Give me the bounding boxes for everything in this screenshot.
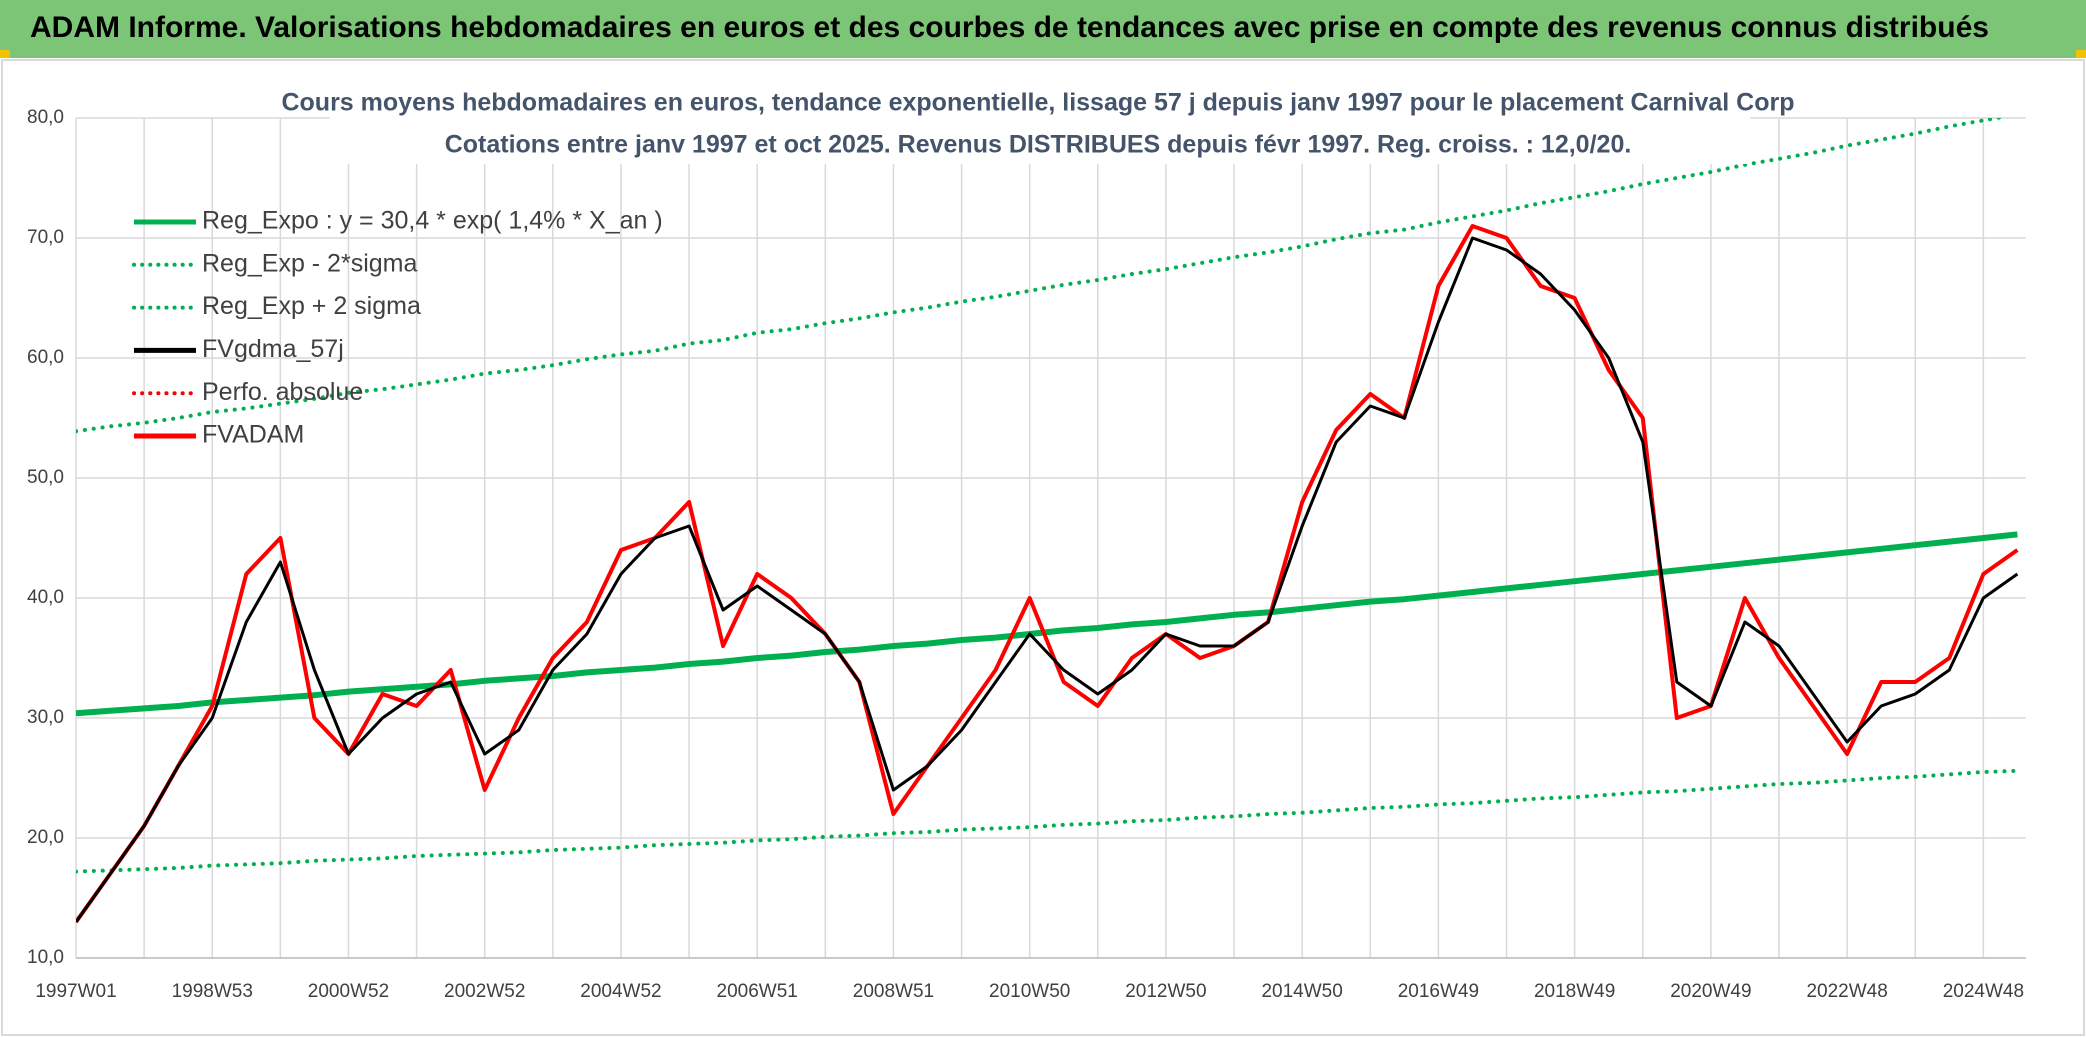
x-tick-label: 1997W01 (35, 981, 116, 1002)
x-tick-label: 2006W51 (717, 981, 798, 1002)
x-tick-label: 1998W53 (172, 981, 253, 1002)
series-line (76, 531, 2018, 717)
y-tick-label: 80,0 (27, 107, 64, 128)
y-tick-label: 60,0 (27, 347, 64, 368)
x-tick-label: 2020W49 (1670, 981, 1751, 1002)
corner (0, 50, 10, 58)
chart-title: Cours moyens hebdomadaires en euros, ten… (281, 89, 1794, 117)
y-tick-label: 30,0 (27, 707, 64, 728)
legend-label: FVgdma_57j (202, 335, 344, 363)
legend-label: Reg_Exp + 2 sigma (202, 292, 421, 320)
x-tick-label: 2000W52 (308, 981, 389, 1002)
series-line (76, 236, 2019, 923)
x-tick-label: 2014W50 (1261, 981, 1342, 1002)
x-tick-label: 2018W49 (1534, 981, 1615, 1002)
x-tick-label: 2002W52 (444, 981, 525, 1002)
frame (1, 59, 2085, 1036)
x-tick-label: 2016W49 (1398, 981, 1479, 1002)
chart-subtitle: Cotations entre janv 1997 et oct 2025. R… (445, 131, 1632, 159)
corner (2076, 50, 2086, 58)
series-line (76, 768, 2020, 874)
x-tick-label: 2010W50 (989, 981, 1070, 1002)
y-tick-label: 70,0 (27, 227, 64, 248)
header-title: ADAM Informe. Valorisations hebdomadaire… (30, 11, 1989, 44)
legend-label: Reg_Expo : y = 30,4 * exp( 1,4% * X_an ) (202, 207, 663, 235)
x-tick-label: 2012W50 (1125, 981, 1206, 1002)
legend-label: Perfo. absolue (202, 378, 363, 406)
y-tick-label: 10,0 (27, 947, 64, 968)
header-band (0, 0, 2086, 58)
legend-label: FVADAM (202, 421, 304, 449)
series-line (76, 118, 2009, 434)
title-background (330, 88, 1750, 164)
x-tick-label: 2008W51 (853, 981, 934, 1002)
x-tick-label: 2024W48 (1943, 981, 2024, 1002)
series-line (76, 224, 2019, 924)
y-tick-label: 50,0 (27, 467, 64, 488)
x-tick-label: 2004W52 (580, 981, 661, 1002)
legend-label: Reg_Exp - 2*sigma (202, 249, 417, 277)
y-tick-label: 40,0 (27, 587, 64, 608)
y-tick-label: 20,0 (27, 827, 64, 848)
x-tick-label: 2022W48 (1806, 981, 1887, 1002)
